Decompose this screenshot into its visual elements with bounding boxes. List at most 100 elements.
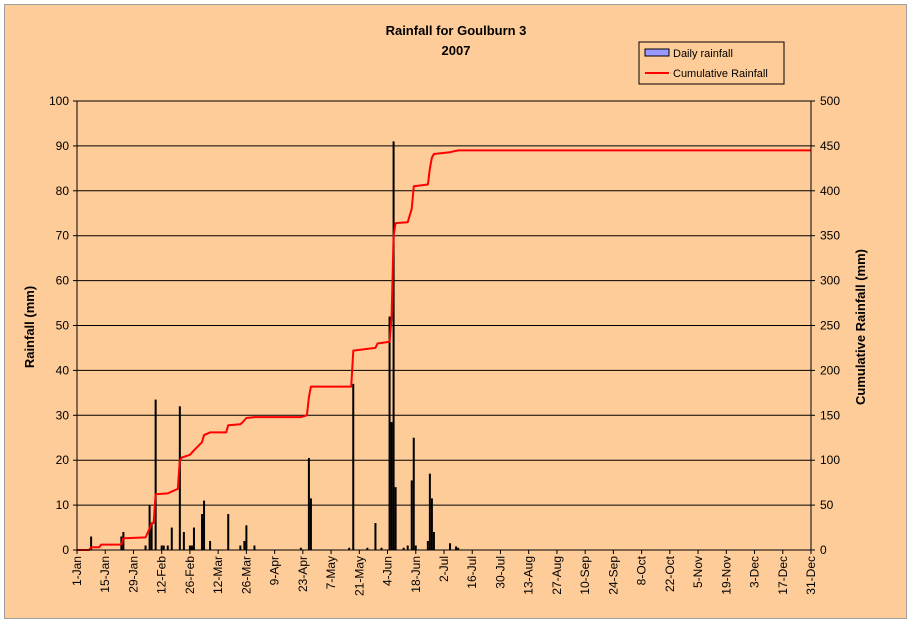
x-tick-label: 17-Dec: [776, 556, 790, 595]
daily-rainfall-bar: [178, 406, 181, 550]
daily-rainfall-bar: [166, 545, 169, 550]
legend-label-cumulative: Cumulative Rainfall: [673, 68, 768, 80]
y-tick-label: 0: [62, 543, 69, 557]
y2-tick-label: 250: [820, 319, 840, 333]
x-tick-label: 12-Mar: [211, 556, 225, 594]
y-tick-label: 80: [56, 184, 70, 198]
daily-rainfall-bar: [307, 457, 310, 550]
x-tick-label: 30-Jul: [493, 556, 507, 589]
y-tick-label: 50: [56, 319, 70, 333]
daily-rainfall-bar: [170, 527, 173, 550]
x-tick-label: 10-Sep: [578, 556, 592, 595]
x-tick-label: 27-Aug: [550, 556, 564, 595]
daily-rainfall-bar: [457, 547, 460, 550]
x-tick-label: 8-Oct: [635, 555, 649, 585]
daily-rainfall-bar: [227, 514, 230, 550]
daily-rainfall-bar: [190, 545, 193, 550]
x-tick-label: 4-Jun: [381, 556, 395, 586]
legend: Daily rainfall Cumulative Rainfall: [638, 41, 785, 85]
x-tick-label: 18-Jun: [409, 556, 423, 593]
x-tick-label: 23-Apr: [296, 556, 310, 592]
chart-subtitle: 2007: [442, 43, 471, 58]
daily-rainfall-bar: [430, 498, 433, 550]
y2-tick-label: 200: [820, 363, 840, 377]
y2-tick-label: 100: [820, 453, 840, 467]
y2-axis-title: Cumulative Rainfall (mm): [853, 249, 868, 405]
daily-rainfall-bar: [245, 525, 248, 550]
x-tick-label: 15-Jan: [98, 556, 112, 593]
daily-rainfall-bar: [188, 545, 191, 550]
daily-rainfall-bar: [412, 437, 415, 550]
y-tick-label: 20: [56, 453, 70, 467]
daily-rainfall-bar: [455, 546, 458, 550]
daily-rainfall-bar: [388, 316, 391, 550]
y2-tick-label: 50: [820, 498, 834, 512]
x-tick-label: 22-Oct: [663, 555, 677, 592]
x-tick-label: 5-Nov: [691, 556, 705, 588]
daily-rainfall-bar: [390, 422, 393, 550]
daily-rainfall-bar: [414, 545, 417, 550]
x-tick-label: 31-Dec: [804, 556, 818, 595]
daily-rainfall-bar: [449, 543, 452, 550]
daily-rainfall-bar: [162, 545, 165, 550]
daily-rainfall-bar: [392, 141, 395, 550]
y-tick-label: 100: [49, 94, 69, 108]
daily-rainfall-bar: [432, 532, 435, 550]
y-tick-label: 90: [56, 139, 70, 153]
daily-rainfall-bar: [203, 500, 206, 550]
chart-title: Rainfall for Goulburn 3: [386, 23, 527, 38]
y-tick-label: 70: [56, 229, 70, 243]
cumulative-rainfall-line: [77, 149, 811, 551]
x-tick-label: 2-Jul: [437, 556, 451, 582]
x-tick-label: 24-Sep: [606, 556, 620, 595]
x-tick-label: 19-Nov: [719, 556, 733, 595]
daily-rainfall-bar: [253, 545, 256, 550]
x-tick-label: 21-May: [352, 556, 366, 596]
y-tick-label: 30: [56, 408, 70, 422]
daily-rainfall-bar: [410, 480, 413, 550]
daily-rainfall-bar: [90, 536, 93, 550]
x-tick-label: 29-Jan: [126, 556, 140, 593]
daily-rainfall-bar: [160, 545, 163, 550]
x-tick-label: 9-Apr: [268, 556, 282, 585]
y2-tick-label: 500: [820, 94, 840, 108]
chart-area: 0 10 20 30 40 50 60 70 80 90 100 0 50 100 150 200 250 300…: [4, 4, 907, 619]
daily-rainfall-bar: [426, 541, 429, 550]
daily-rainfall-bar: [243, 541, 246, 550]
daily-rainfall-bar: [144, 545, 147, 550]
daily-rainfall-bar: [366, 547, 369, 550]
grid-layer: [77, 100, 811, 506]
x-tick-label: 26-Feb: [183, 556, 197, 594]
daily-rainfall-bar: [182, 532, 185, 550]
daily-rainfall-bar: [299, 547, 302, 550]
legend-label-daily: Daily rainfall: [673, 48, 733, 60]
daily-rainfall-bar: [201, 514, 204, 550]
x-tick-label: 1-Jan: [70, 556, 84, 586]
bar-layer: [90, 141, 460, 550]
daily-rainfall-bar: [309, 498, 312, 550]
daily-rainfall-bar: [406, 545, 409, 550]
daily-rainfall-bar: [192, 527, 195, 550]
y2-tick-label: 400: [820, 184, 840, 198]
legend-swatch-daily: [644, 48, 670, 57]
y2-tick-label: 300: [820, 274, 840, 288]
daily-rainfall-bar: [380, 547, 383, 550]
daily-rainfall-bar: [348, 547, 351, 550]
daily-rainfall-bar: [374, 523, 377, 550]
y-axis-title: Rainfall (mm): [22, 286, 37, 368]
y2-tick-label: 350: [820, 229, 840, 243]
y-tick-label: 60: [56, 274, 70, 288]
y-tick-label: 10: [56, 498, 70, 512]
daily-rainfall-bar: [209, 541, 212, 550]
x-tick-label: 12-Feb: [155, 556, 169, 594]
y2-tick-label: 150: [820, 408, 840, 422]
rainfall-chart: 0 10 20 30 40 50 60 70 80 90 100 0 50 100 150 200 250 300…: [22, 23, 868, 596]
daily-rainfall-bar: [150, 523, 153, 550]
x-tick-label: 26-Mar: [239, 556, 253, 594]
x-tick-label: 16-Jul: [465, 556, 479, 589]
line-layer: [77, 149, 811, 551]
axis-layer: 0 10 20 30 40 50 60 70 80 90 100 0 50 100 150 200 250 300…: [49, 94, 840, 596]
x-tick-label: 13-Aug: [522, 556, 536, 595]
daily-rainfall-bar: [428, 473, 431, 550]
daily-rainfall-bar: [239, 545, 242, 550]
